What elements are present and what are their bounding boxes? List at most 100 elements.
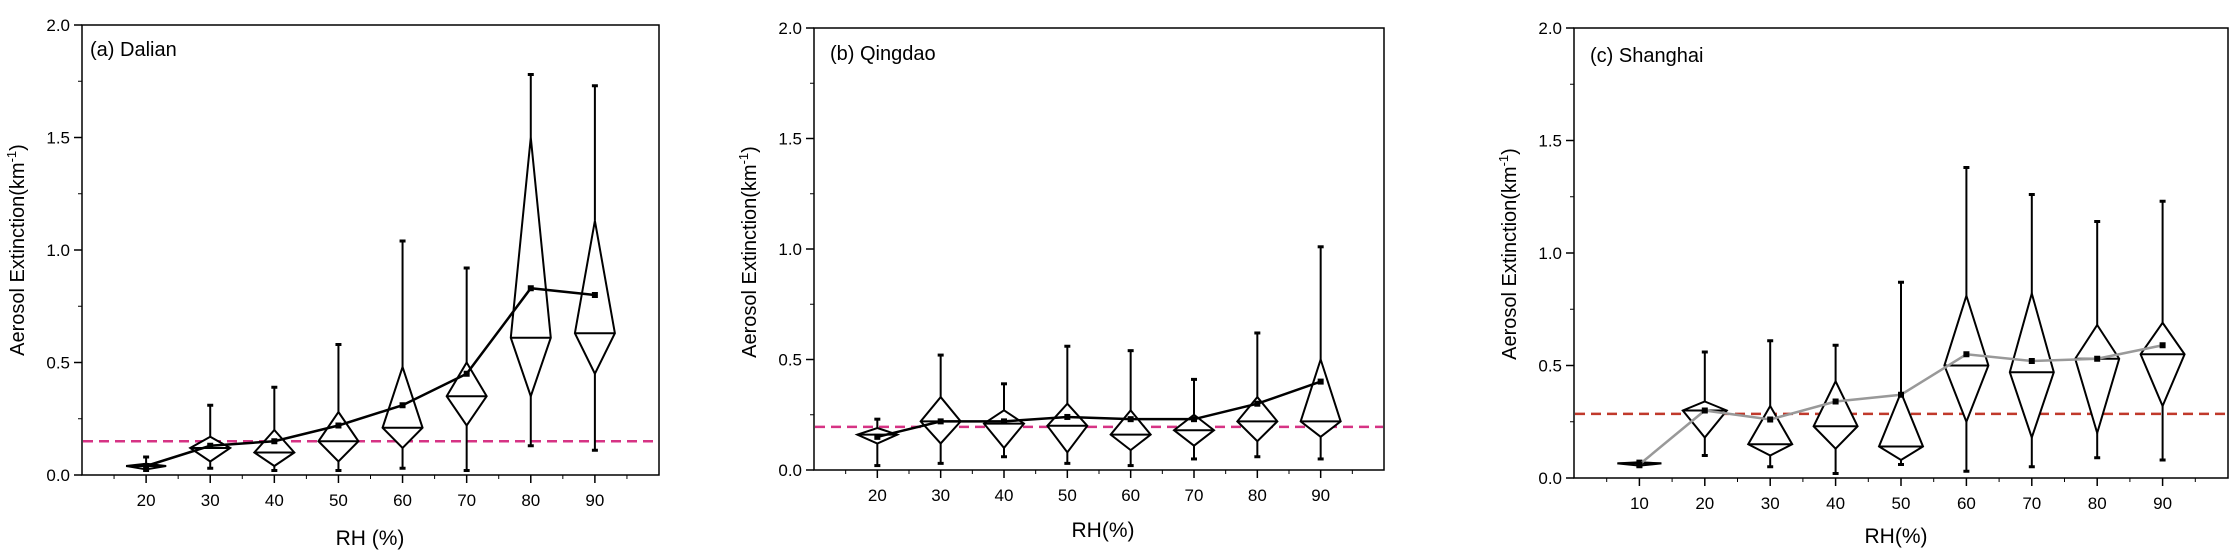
- x-tick-label: 30: [931, 486, 950, 505]
- box-diamond: [2008, 289, 2055, 441]
- x-tick-label: 20: [137, 491, 156, 510]
- mean-line: [145, 286, 596, 468]
- box-diamond: [1046, 402, 1089, 454]
- x-tick-label: 90: [585, 491, 604, 510]
- box-diamond: [1746, 403, 1794, 457]
- panel-label: (a) Dalian: [90, 39, 177, 61]
- y-tick-label: 1.0: [46, 241, 70, 260]
- y-axis-label-main: Aerosol Extinction(km: [7, 162, 29, 355]
- mean-point: [1254, 400, 1261, 407]
- y-axis-label-sup: -1: [4, 151, 19, 163]
- x-tick-label: 20: [1695, 494, 1714, 513]
- box-diamond: [982, 409, 1026, 450]
- mean-point: [591, 292, 598, 298]
- mean-point: [207, 442, 214, 449]
- x-tick-label: 40: [995, 486, 1014, 505]
- chart-marks: 0.0 0.5 1.0 1.5 2.0 20 30 40 50 60 70 80 90: [46, 16, 658, 510]
- mean-point: [1898, 391, 1904, 398]
- y-axis-label-main: Aerosol Extinction(km: [1499, 166, 1521, 359]
- box-diamond: [1235, 395, 1279, 443]
- x-tick-label: 20: [868, 486, 887, 505]
- box-diamond: [2139, 321, 2186, 409]
- mean-point: [1963, 351, 1970, 358]
- x-tick-label: 50: [1892, 494, 1911, 513]
- y-tick-label: 1.5: [46, 129, 70, 148]
- box-diamond: [1812, 378, 1859, 451]
- y-tick-label: 2.0: [46, 16, 70, 35]
- x-tick-label: 80: [2088, 494, 2107, 513]
- mean-point: [2094, 355, 2101, 362]
- box-diamond: [1877, 389, 1925, 462]
- box-diamond: [1299, 356, 1342, 439]
- x-tick-label: 40: [1826, 494, 1845, 513]
- box-diamond: [1109, 408, 1153, 452]
- plot-frame: [81, 24, 660, 476]
- y-axis-label-close: ): [7, 144, 29, 151]
- y-tick-label: 2.0: [1538, 19, 1562, 38]
- y-tick-label: 0.0: [778, 461, 802, 480]
- y-axis-label-sup: -1: [736, 153, 751, 165]
- y-tick-label: 1.0: [778, 240, 802, 259]
- box-diamond: [252, 428, 296, 468]
- y-tick-label: 2.0: [778, 19, 802, 38]
- mean-point: [143, 463, 150, 469]
- panel-label: (b) Qingdao: [830, 43, 936, 65]
- y-axis-label-main: Aerosol Extinction(km: [739, 164, 761, 357]
- x-tick-label: 30: [1761, 494, 1780, 513]
- mean-point: [1636, 461, 1643, 468]
- mean-point: [937, 418, 944, 425]
- chart-marks: 0.0 0.5 1.0 1.5 2.0 20 30 40 50 60 70 80 90: [778, 19, 1383, 505]
- box-diamond: [445, 360, 488, 428]
- mean-point: [874, 433, 881, 440]
- box-diamond: [1943, 292, 1990, 425]
- y-tick-label: 1.5: [1538, 132, 1562, 151]
- x-tick-label: 60: [1121, 486, 1140, 505]
- x-tick-label: 30: [201, 491, 220, 510]
- x-tick-label: 50: [329, 491, 348, 510]
- x-tick-label: 90: [2153, 494, 2172, 513]
- mean-point: [527, 285, 534, 292]
- box-diamond: [317, 410, 360, 463]
- x-tick-label: 70: [1185, 486, 1204, 505]
- mean-point: [1191, 416, 1197, 423]
- y-axis-label: Aerosol Extinction(km-1): [1496, 148, 1521, 360]
- x-tick-label: 70: [2022, 494, 2041, 513]
- box-diamond: [2074, 323, 2121, 437]
- x-axis-label: RH (%): [336, 527, 405, 550]
- x-tick-label: 50: [1058, 486, 1077, 505]
- box-diamond: [509, 137, 552, 400]
- y-tick-label: 0.5: [1538, 357, 1562, 376]
- mean-point: [1001, 418, 1007, 425]
- mean-point: [1317, 378, 1324, 385]
- y-tick-label: 1.0: [1538, 244, 1562, 263]
- x-axis-label: RH(%): [1072, 519, 1135, 542]
- x-tick-label: 90: [1311, 486, 1330, 505]
- mean-point: [463, 370, 470, 377]
- y-axis-label-close: ): [1499, 148, 1521, 155]
- mean-point: [1701, 407, 1708, 414]
- x-tick-label: 60: [1957, 494, 1976, 513]
- x-tick-label: 60: [393, 491, 412, 510]
- mean-point: [271, 438, 278, 445]
- x-tick-label: 80: [1248, 486, 1267, 505]
- y-tick-label: 0.5: [46, 354, 70, 373]
- y-tick-label: 0.0: [1538, 469, 1562, 488]
- y-tick-label: 1.5: [778, 130, 802, 149]
- y-axis-label-close: ): [739, 146, 761, 153]
- mean-point: [335, 422, 342, 429]
- x-tick-label: 40: [265, 491, 284, 510]
- x-tick-label: 10: [1630, 494, 1649, 513]
- chart-marks: 0.0 0.5 1.0 1.5 2.0 10 20 30 40 50 60 70 80 90: [1538, 19, 2227, 513]
- x-tick-label: 80: [521, 491, 540, 510]
- panel-dalian: (a) Dalian RH (%) Aerosol Extinction(km-…: [4, 16, 660, 550]
- y-axis-label: Aerosol Extinction(km-1): [4, 144, 29, 356]
- mean-point: [1064, 413, 1071, 420]
- panel-label: (c) Shanghai: [1590, 45, 1703, 67]
- mean-point: [1127, 416, 1134, 423]
- mean-point: [2028, 358, 2035, 364]
- mean-point: [2159, 342, 2166, 349]
- plot-frame: [813, 27, 1385, 471]
- x-axis-label: RH(%): [1865, 525, 1928, 548]
- box-diamond: [1681, 400, 1729, 440]
